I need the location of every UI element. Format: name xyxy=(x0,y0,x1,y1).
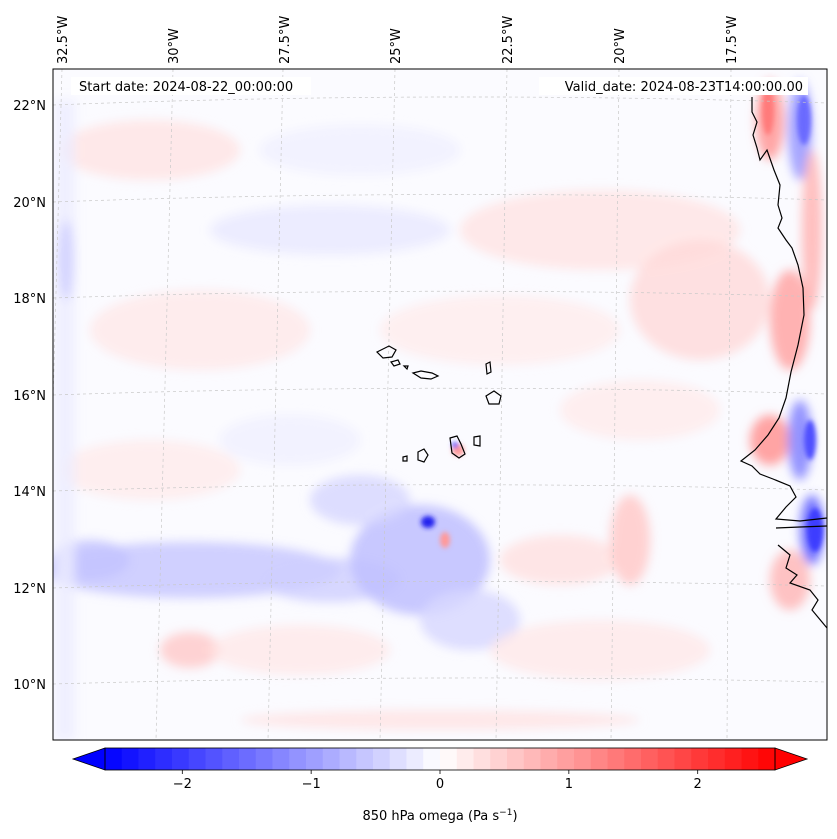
island-maio xyxy=(473,435,481,447)
colorbar-segment xyxy=(724,748,743,770)
island-santo-antao xyxy=(375,345,397,359)
colorbar-segment xyxy=(624,748,642,770)
colorbar-segment xyxy=(205,748,223,770)
colorbar-tick-label: 2 xyxy=(694,777,702,792)
gambia-coast xyxy=(775,525,827,529)
lon-label: 22.5°W xyxy=(501,16,516,64)
colorbar-segment xyxy=(306,748,324,770)
start-date-box xyxy=(71,77,311,95)
colorbar-segment xyxy=(523,748,542,770)
island-brava xyxy=(402,455,408,462)
lon-labels: 32.5°W 30°W 27.5°W 25°W 22.5°W 20°W 17.5… xyxy=(56,16,740,64)
valid-date-box xyxy=(539,77,808,95)
colorbar-segment xyxy=(121,748,140,770)
colorbar-segment xyxy=(674,748,692,770)
lat-label: 20°N xyxy=(13,196,46,211)
island-santiago xyxy=(449,435,466,459)
island-santa-luzia xyxy=(402,365,409,371)
map-frame xyxy=(52,68,828,741)
lon-label: 17.5°W xyxy=(725,16,740,64)
colorbar-segment xyxy=(155,748,173,770)
island-boa-vista xyxy=(485,390,502,405)
colorbar-segment xyxy=(322,748,341,770)
colorbar-segment xyxy=(657,748,676,770)
colorbar: −2 −1 0 1 2 850 hPa omega (Pa s−1) xyxy=(71,747,809,824)
colorbar-segment xyxy=(456,748,475,770)
colorbar-segment xyxy=(607,748,625,770)
colorbar-segment xyxy=(172,748,190,770)
colorbar-segment xyxy=(289,748,307,770)
colorbar-max-extend xyxy=(774,747,809,771)
coastline xyxy=(739,97,827,629)
colorbar-tick-label: −1 xyxy=(302,777,321,792)
island-sao-vicente xyxy=(389,359,401,367)
colorbar-segment xyxy=(741,748,759,770)
valid-date-label: Valid_date: 2024-08-23T14:00:00.00 xyxy=(565,80,803,95)
mainland-coast xyxy=(739,97,827,522)
colorbar-label: 850 hPa omega (Pa s−1) xyxy=(362,808,517,824)
guinea-bissau-coast xyxy=(777,544,827,629)
lat-label: 12°N xyxy=(13,582,46,597)
colorbar-segment xyxy=(490,748,508,770)
colorbar-segments xyxy=(105,748,776,770)
colorbar-segment xyxy=(138,748,156,770)
cabo-verde-islands xyxy=(375,345,502,463)
colorbar-segment xyxy=(473,748,491,770)
colorbar-segment xyxy=(356,748,374,770)
colorbar-segment xyxy=(574,748,592,770)
island-fogo xyxy=(417,448,429,463)
lon-label: 25°W xyxy=(389,28,404,64)
colorbar-min-extend xyxy=(71,747,106,771)
colorbar-tick-label: 0 xyxy=(436,777,444,792)
colorbar-segment xyxy=(540,748,558,770)
colorbar-segment xyxy=(389,748,408,770)
colorbar-tick-label: −2 xyxy=(173,777,192,792)
start-date-label: Start date: 2024-08-22_00:00:00 xyxy=(79,80,293,95)
colorbar-segment xyxy=(423,748,441,770)
colorbar-segment xyxy=(255,748,274,770)
colorbar-segment xyxy=(188,748,207,770)
lat-label: 16°N xyxy=(13,389,46,404)
colorbar-segment xyxy=(641,748,659,770)
colorbar-tick-label: 1 xyxy=(565,777,573,792)
colorbar-segment xyxy=(758,748,776,770)
lon-label: 27.5°W xyxy=(278,16,293,64)
colorbar-segment xyxy=(708,748,726,770)
colorbar-segment xyxy=(440,748,458,770)
lon-label: 30°W xyxy=(167,28,182,64)
colorbar-segment xyxy=(406,748,424,770)
omega-field xyxy=(53,80,824,740)
colorbar-segment xyxy=(507,748,525,770)
island-sal xyxy=(485,361,492,375)
island-sao-nicolau xyxy=(411,370,440,380)
lat-labels: 22°N 20°N 18°N 16°N 14°N 12°N 10°N xyxy=(13,99,46,693)
colorbar-segment xyxy=(339,748,357,770)
lon-label: 32.5°W xyxy=(56,16,71,64)
colorbar-segment xyxy=(272,748,290,770)
colorbar-segment xyxy=(105,748,123,770)
gridlines xyxy=(53,69,827,740)
colorbar-segment xyxy=(691,748,709,770)
colorbar-segment xyxy=(590,748,609,770)
lat-label: 18°N xyxy=(13,292,46,307)
lat-label: 14°N xyxy=(13,485,46,500)
colorbar-segment xyxy=(557,748,575,770)
colorbar-segment xyxy=(373,748,391,770)
map-panel: Start date: 2024-08-22_00:00:00 Valid_da… xyxy=(53,69,827,740)
colorbar-ticks: −2 −1 0 1 2 xyxy=(173,770,702,792)
colorbar-segment xyxy=(222,748,240,770)
colorbar-segment xyxy=(239,748,257,770)
lat-label: 22°N xyxy=(13,99,46,114)
lon-label: 20°W xyxy=(613,28,628,64)
lat-label: 10°N xyxy=(13,678,46,693)
